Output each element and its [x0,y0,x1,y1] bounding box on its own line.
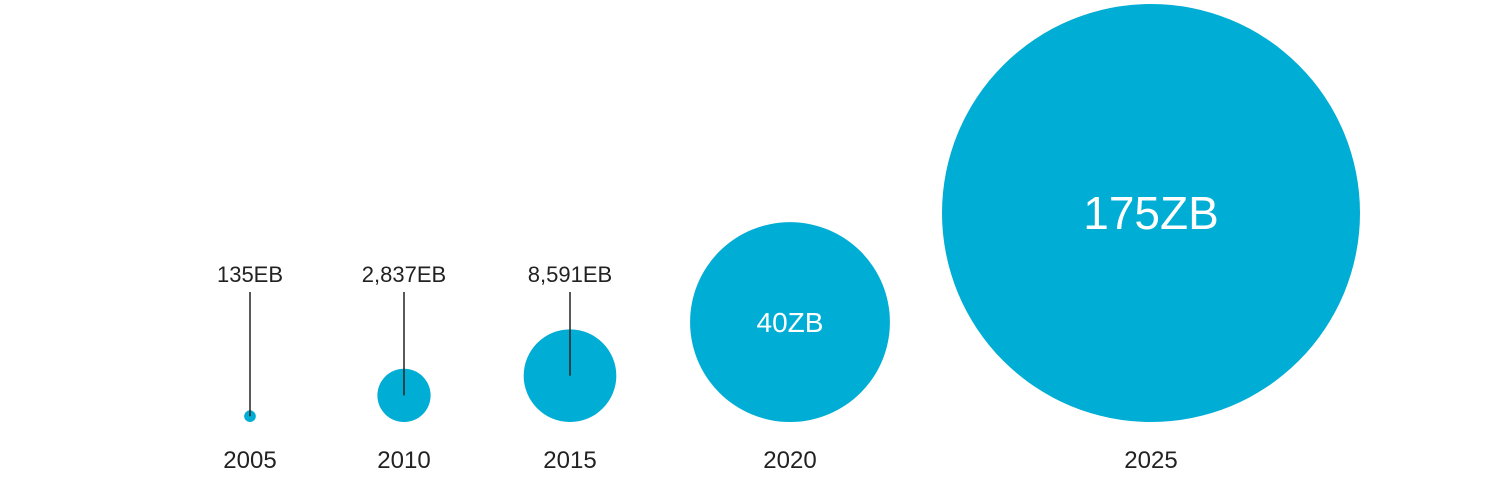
year-label-2015: 2015 [543,447,596,474]
year-label-2005: 2005 [223,447,276,474]
value-label-2010: 2,837EB [362,262,446,287]
year-label-2010: 2010 [377,447,430,474]
bubble-2020 [690,222,890,422]
bubble-2025 [942,4,1360,422]
value-label-2025: 175ZB [1083,187,1219,239]
value-label-2005: 135EB [217,262,283,287]
year-label-2020: 2020 [763,447,816,474]
year-label-2025: 2025 [1124,447,1177,474]
value-label-2020: 40ZB [757,307,824,338]
value-label-2015: 8,591EB [528,262,612,287]
